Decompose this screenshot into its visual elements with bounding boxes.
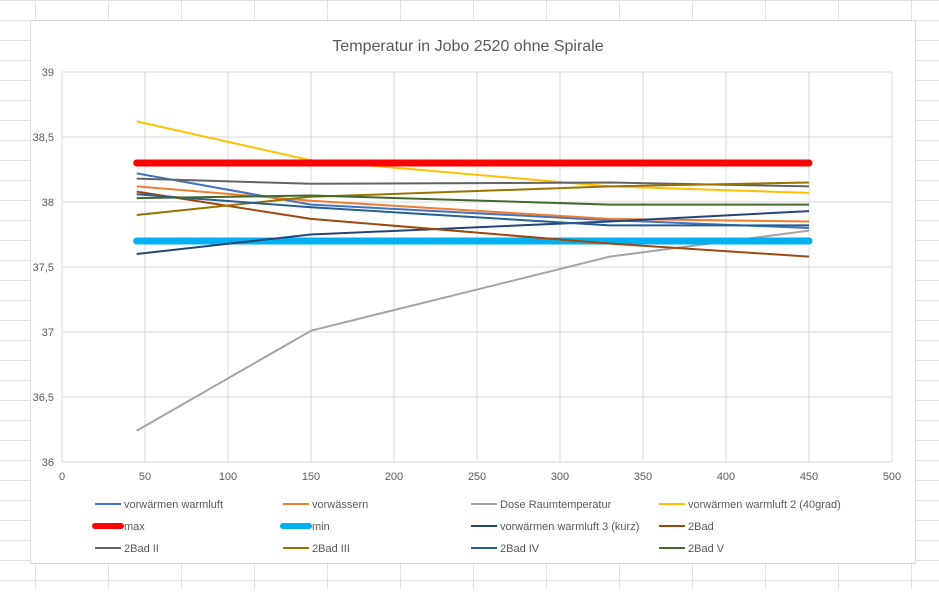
x-tick-label: 250 [468,471,486,483]
chart-area[interactable]: Temperatur in Jobo 2520 ohne Spirale 36 3… [30,20,916,564]
series-line-3[interactable] [136,229,810,432]
legend-item[interactable]: Dose Raumtemperatur [471,499,612,511]
series-line-11[interactable] [136,193,809,227]
legend-label: max [124,521,145,533]
x-tick-label: 400 [717,471,735,483]
series-line-2[interactable] [136,185,810,223]
y-axis-tick-labels: 36 36,5 37 37,5 38 38,5 39 [33,67,54,469]
legend-label: 2Bad V [688,543,725,555]
x-tick-label: 0 [59,471,65,483]
chart-title: Temperatur in Jobo 2520 ohne Spirale [332,38,603,55]
legend-item[interactable]: 2Bad II [95,543,159,555]
legend-item[interactable]: max [92,521,145,533]
y-tick-label: 37,5 [33,262,54,274]
legend-item[interactable]: vorwärmen warmluft 2 (40grad) [659,499,841,511]
legend-label: 2Bad IV [500,543,540,555]
legend-item[interactable]: 2Bad V [659,543,725,555]
series-line-7[interactable] [136,210,810,255]
legend-item[interactable]: min [280,521,330,533]
plot-series [133,120,813,432]
legend-label: vorwärmen warmluft [124,499,223,511]
legend[interactable]: vorwärmen warmluft vorwässern Dose Raumtem… [92,499,841,555]
legend-label: Dose Raumtemperatur [500,499,612,511]
series-line-12[interactable] [136,194,809,206]
legend-label: 2Bad II [124,543,159,555]
legend-item[interactable]: 2Bad IV [471,543,540,555]
series-line-1[interactable] [136,172,810,229]
gridlines [61,71,893,463]
legend-item[interactable]: vorwärmen warmluft 3 (kurz) [471,521,639,533]
x-axis-tick-labels: 0 50 100 150 200 250 300 350 400 450 500 [59,471,901,483]
legend-label: vorwärmen warmluft 2 (40grad) [688,499,841,511]
legend-label: vorwässern [312,499,368,511]
x-tick-label: 100 [219,471,237,483]
y-tick-label: 38 [42,197,54,209]
legend-item[interactable]: 2Bad III [283,543,350,555]
line-chart: Temperatur in Jobo 2520 ohne Spirale 363… [33,38,902,555]
x-tick-label: 150 [302,471,320,483]
y-tick-label: 37 [42,327,54,339]
series-line-10[interactable] [136,181,810,216]
x-tick-label: 200 [385,471,403,483]
legend-item[interactable]: 2Bad [659,521,714,533]
y-tick-label: 39 [42,67,54,79]
legend-item[interactable]: vorwärmen warmluft [95,499,223,511]
legend-label: min [312,521,330,533]
legend-label: 2Bad III [312,543,350,555]
y-tick-label: 38,5 [33,132,54,144]
legend-label: 2Bad [688,521,714,533]
x-tick-label: 300 [551,471,569,483]
series-line-4[interactable] [136,120,810,194]
legend-label: vorwärmen warmluft 3 (kurz) [500,521,639,533]
x-tick-label: 500 [883,471,901,483]
x-tick-label: 450 [800,471,818,483]
y-tick-label: 36 [42,457,54,469]
x-tick-label: 50 [139,471,151,483]
legend-item[interactable]: vorwässern [283,499,368,511]
y-tick-label: 36,5 [33,392,54,404]
x-tick-label: 350 [634,471,652,483]
